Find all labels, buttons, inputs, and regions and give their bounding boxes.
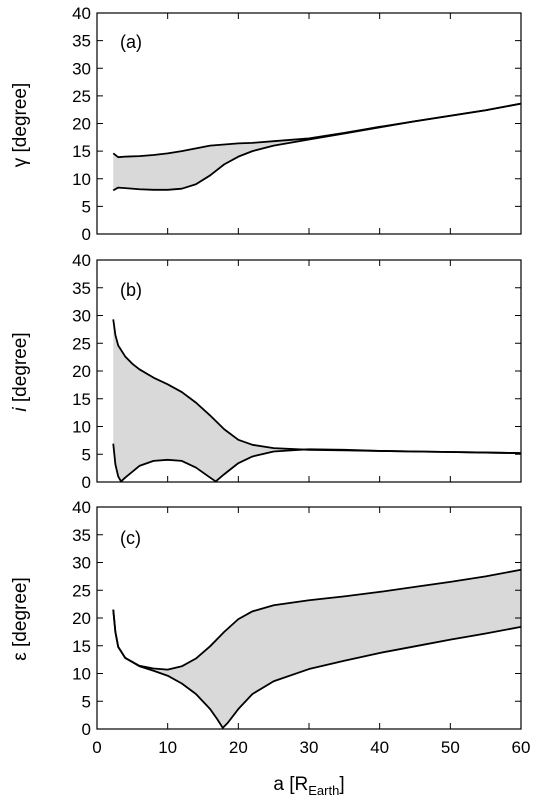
panel-a-ylabel-unit: [degree] <box>10 83 31 158</box>
panel-b-ytick-label: 10 <box>72 418 91 437</box>
panel-a-ylabel: γ [degree] <box>10 83 31 168</box>
panel-b-ytick-label: 40 <box>72 251 91 270</box>
panel-a-upper-curve <box>112 102 522 159</box>
x-tick-label: 10 <box>158 738 177 757</box>
panel-c-lower-curve <box>112 609 522 729</box>
panel-b-ytick-label: 35 <box>72 279 91 298</box>
panel-c-ytick-label: 25 <box>72 581 91 600</box>
panel-c-band <box>113 569 521 728</box>
x-axis-label-main: a [R <box>273 774 308 795</box>
panel-b-ytick-label: 30 <box>72 307 91 326</box>
panel-b: i [degree] (b) 0 5 10 15 20 25 30 35 40 <box>10 251 522 492</box>
panel-b-band <box>113 319 521 482</box>
panel-a-ytick-label: 15 <box>72 142 91 161</box>
panel-b-ytick-label: 25 <box>72 334 91 353</box>
panel-b-ytick-label: 0 <box>82 473 91 492</box>
panel-c-ytick-label: 15 <box>72 637 91 656</box>
panel-c: ε [degree] (c) a [REarth] 0 5 10 15 20 25 30 35… <box>10 498 530 798</box>
panel-c-ytick-label: 0 <box>82 720 91 739</box>
panel-b-ytick-label: 15 <box>72 390 91 409</box>
x-tick-label: 30 <box>300 738 319 757</box>
panel-b-ylabel: i [degree] <box>10 332 31 411</box>
panel-a-lower-curve <box>112 102 522 192</box>
x-axis-label: a [REarth] <box>273 774 344 798</box>
panel-a-ytick-label: 5 <box>82 197 91 216</box>
panel-a-ytick-label: 10 <box>72 170 91 189</box>
panel-c-ylabel-unit: [degree] <box>10 577 31 652</box>
x-axis-label-end: ] <box>339 774 344 795</box>
panel-a-label: (a) <box>120 32 142 52</box>
x-tick-label: 40 <box>370 738 389 757</box>
panel-c-ytick-label: 20 <box>72 609 91 628</box>
panel-c-ylabel-symbol: ε <box>10 652 31 661</box>
panel-a-band <box>113 103 521 191</box>
panel-a: γ [degree] (a) 0 5 10 15 20 25 30 35 40 <box>10 4 522 244</box>
panel-c-ytick-label: 30 <box>72 554 91 573</box>
panel-a-ytick-label: 0 <box>82 225 91 244</box>
panel-b-ylabel-symbol: i <box>10 407 31 412</box>
x-tick-label: 50 <box>441 738 460 757</box>
panel-c-label: (c) <box>120 528 141 548</box>
x-tick-label: 20 <box>229 738 248 757</box>
x-tick-label: 60 <box>512 738 531 757</box>
panel-a-ylabel-symbol: γ <box>10 157 31 167</box>
panel-c-ylabel: ε [degree] <box>10 577 31 660</box>
panel-a-ytick-label: 40 <box>72 4 91 23</box>
panel-a-ytick-label: 20 <box>72 115 91 134</box>
panel-b-label: (b) <box>120 280 142 300</box>
panel-b-ytick-label: 5 <box>82 445 91 464</box>
panel-b-ytick-label: 20 <box>72 362 91 381</box>
panel-c-ytick-label: 5 <box>82 692 91 711</box>
panel-b-ylabel-unit: [degree] <box>10 332 31 407</box>
panel-a-frame <box>96 12 522 235</box>
x-axis-label-sub: Earth <box>308 783 339 798</box>
panel-c-ytick-label: 10 <box>72 665 91 684</box>
panel-a-ytick-label: 25 <box>72 87 91 106</box>
x-tick-label: 0 <box>92 738 101 757</box>
panel-a-ytick-label: 30 <box>72 59 91 78</box>
panel-a-ytick-label: 35 <box>72 32 91 51</box>
panel-c-ytick-label: 40 <box>72 498 91 517</box>
panel-c-ytick-label: 35 <box>72 526 91 545</box>
